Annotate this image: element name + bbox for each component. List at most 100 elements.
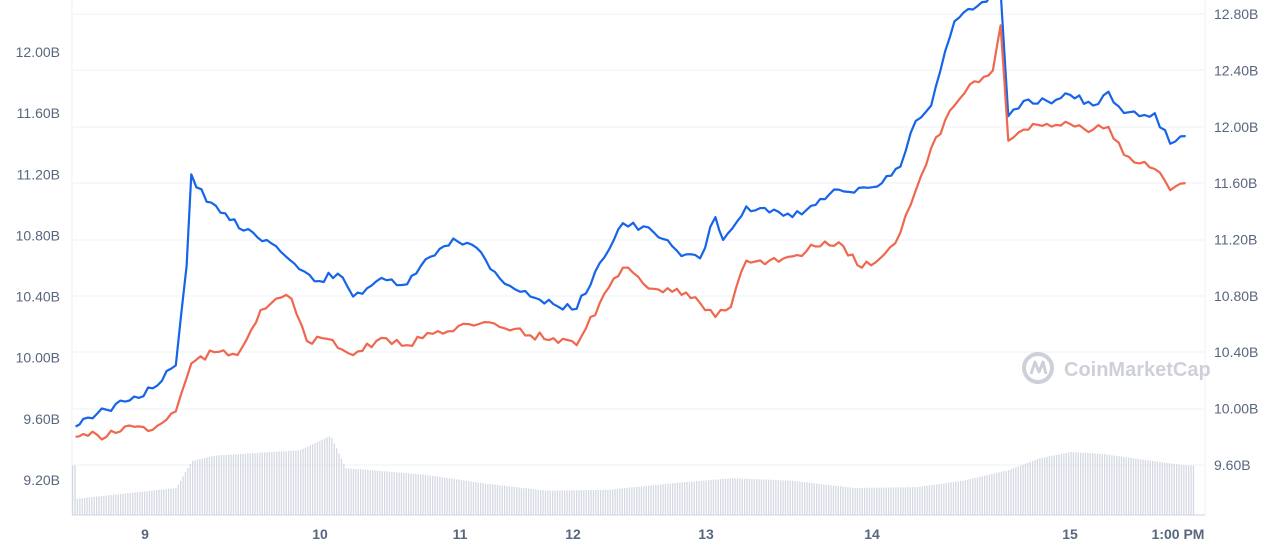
volume-bar — [561, 490, 563, 515]
volume-bar — [499, 485, 501, 515]
volume-bar — [626, 487, 628, 515]
volume-bar — [192, 460, 194, 515]
volume-bar — [957, 481, 959, 515]
volume-bar — [1176, 464, 1178, 515]
volume-bar — [616, 488, 619, 515]
volume-bar — [1024, 463, 1027, 515]
volume-bar — [417, 474, 419, 515]
volume-bar — [501, 485, 503, 515]
volume-bar — [638, 486, 640, 515]
volume-bar — [1116, 455, 1118, 515]
volume-bar — [240, 454, 242, 515]
volume-bar — [988, 474, 991, 515]
volume-bar — [1096, 453, 1099, 515]
volume-bar — [309, 445, 311, 515]
volume-bar — [1140, 459, 1142, 515]
volume-bar — [223, 455, 225, 515]
volume-bar — [350, 468, 352, 515]
volume-bar — [1075, 452, 1077, 515]
volume-bar — [489, 484, 491, 515]
volume-bar — [393, 472, 395, 515]
volume-bar — [876, 487, 878, 515]
volume-bar — [422, 474, 424, 515]
volume-bar — [604, 489, 607, 515]
volume-bar — [703, 480, 705, 515]
volume-bar — [235, 454, 237, 515]
volume-bar — [81, 498, 83, 515]
volume-bar — [415, 473, 417, 515]
volume-bar — [1060, 453, 1063, 515]
volume-bar — [1132, 458, 1135, 515]
volume-bar — [991, 474, 993, 515]
volume-bar — [722, 478, 724, 515]
volume-bar — [506, 486, 508, 515]
volume-bar — [278, 451, 280, 515]
volume-bar — [1123, 456, 1125, 515]
volume-bar — [242, 453, 244, 515]
volume-bar — [756, 479, 758, 515]
right-axis-tick-label: 10.80B — [1214, 288, 1258, 304]
volume-bar — [76, 498, 79, 515]
volume-bar — [468, 481, 470, 515]
volume-bar — [753, 479, 755, 515]
volume-bar — [972, 478, 974, 515]
volume-bar — [259, 452, 261, 515]
volume-bar — [376, 470, 379, 515]
volume-bar — [1161, 462, 1163, 515]
volume-bar — [256, 452, 259, 515]
volume-bar — [1070, 452, 1072, 515]
volume-bar — [751, 479, 753, 515]
volume-bar — [609, 489, 611, 515]
volume-bar — [1032, 461, 1034, 515]
volume-bar — [921, 486, 923, 515]
volume-bar — [144, 491, 146, 515]
volume-bar — [830, 485, 832, 515]
volume-bar — [1147, 460, 1149, 515]
x-axis-tick-label: 9 — [141, 526, 149, 542]
volume-bar — [1084, 452, 1087, 515]
volume-bar — [1034, 460, 1036, 515]
volume-bar — [928, 485, 931, 515]
volume-bar — [768, 479, 770, 515]
volume-bar — [981, 476, 983, 515]
volume-bar — [292, 450, 295, 515]
volume-bar — [823, 484, 825, 515]
volume-bar — [302, 448, 304, 515]
volume-bar — [460, 480, 463, 515]
volume-bar — [960, 481, 962, 515]
volume-bar — [331, 438, 333, 515]
volume-bar — [1041, 457, 1043, 515]
coinmarketcap-logo-icon — [1022, 352, 1054, 384]
volume-bar — [813, 483, 815, 515]
volume-bar — [926, 485, 928, 515]
volume-bar — [909, 487, 911, 515]
volume-bar — [357, 469, 359, 515]
volume-bar — [708, 480, 710, 515]
volume-bar — [160, 489, 163, 515]
volume-bar — [182, 476, 184, 515]
volume-bar — [866, 487, 868, 515]
volume-bar — [108, 495, 110, 515]
volume-bar — [105, 495, 107, 515]
volume-bar — [79, 498, 81, 515]
volume-bar — [1080, 452, 1082, 515]
volume-bar — [1048, 456, 1051, 515]
left-axis-tick-label: 9.20B — [23, 472, 60, 488]
right-axis-tick-label: 9.60B — [1214, 457, 1251, 473]
volume-bar — [244, 453, 247, 515]
volume-bar — [158, 489, 160, 515]
volume-bar — [333, 443, 335, 515]
volume-bar — [936, 484, 938, 515]
volume-bar — [770, 479, 772, 515]
volume-bar — [1130, 457, 1132, 515]
volume-bar — [782, 480, 784, 515]
volume-bar — [84, 497, 86, 515]
volume-bar — [312, 444, 314, 515]
volume-bar — [208, 456, 211, 515]
volume-bar — [806, 482, 808, 515]
volume-bar — [1171, 463, 1173, 515]
volume-bar — [184, 472, 187, 515]
volume-bar — [139, 491, 141, 515]
volume-bar — [792, 480, 794, 515]
volume-bar — [177, 484, 179, 515]
